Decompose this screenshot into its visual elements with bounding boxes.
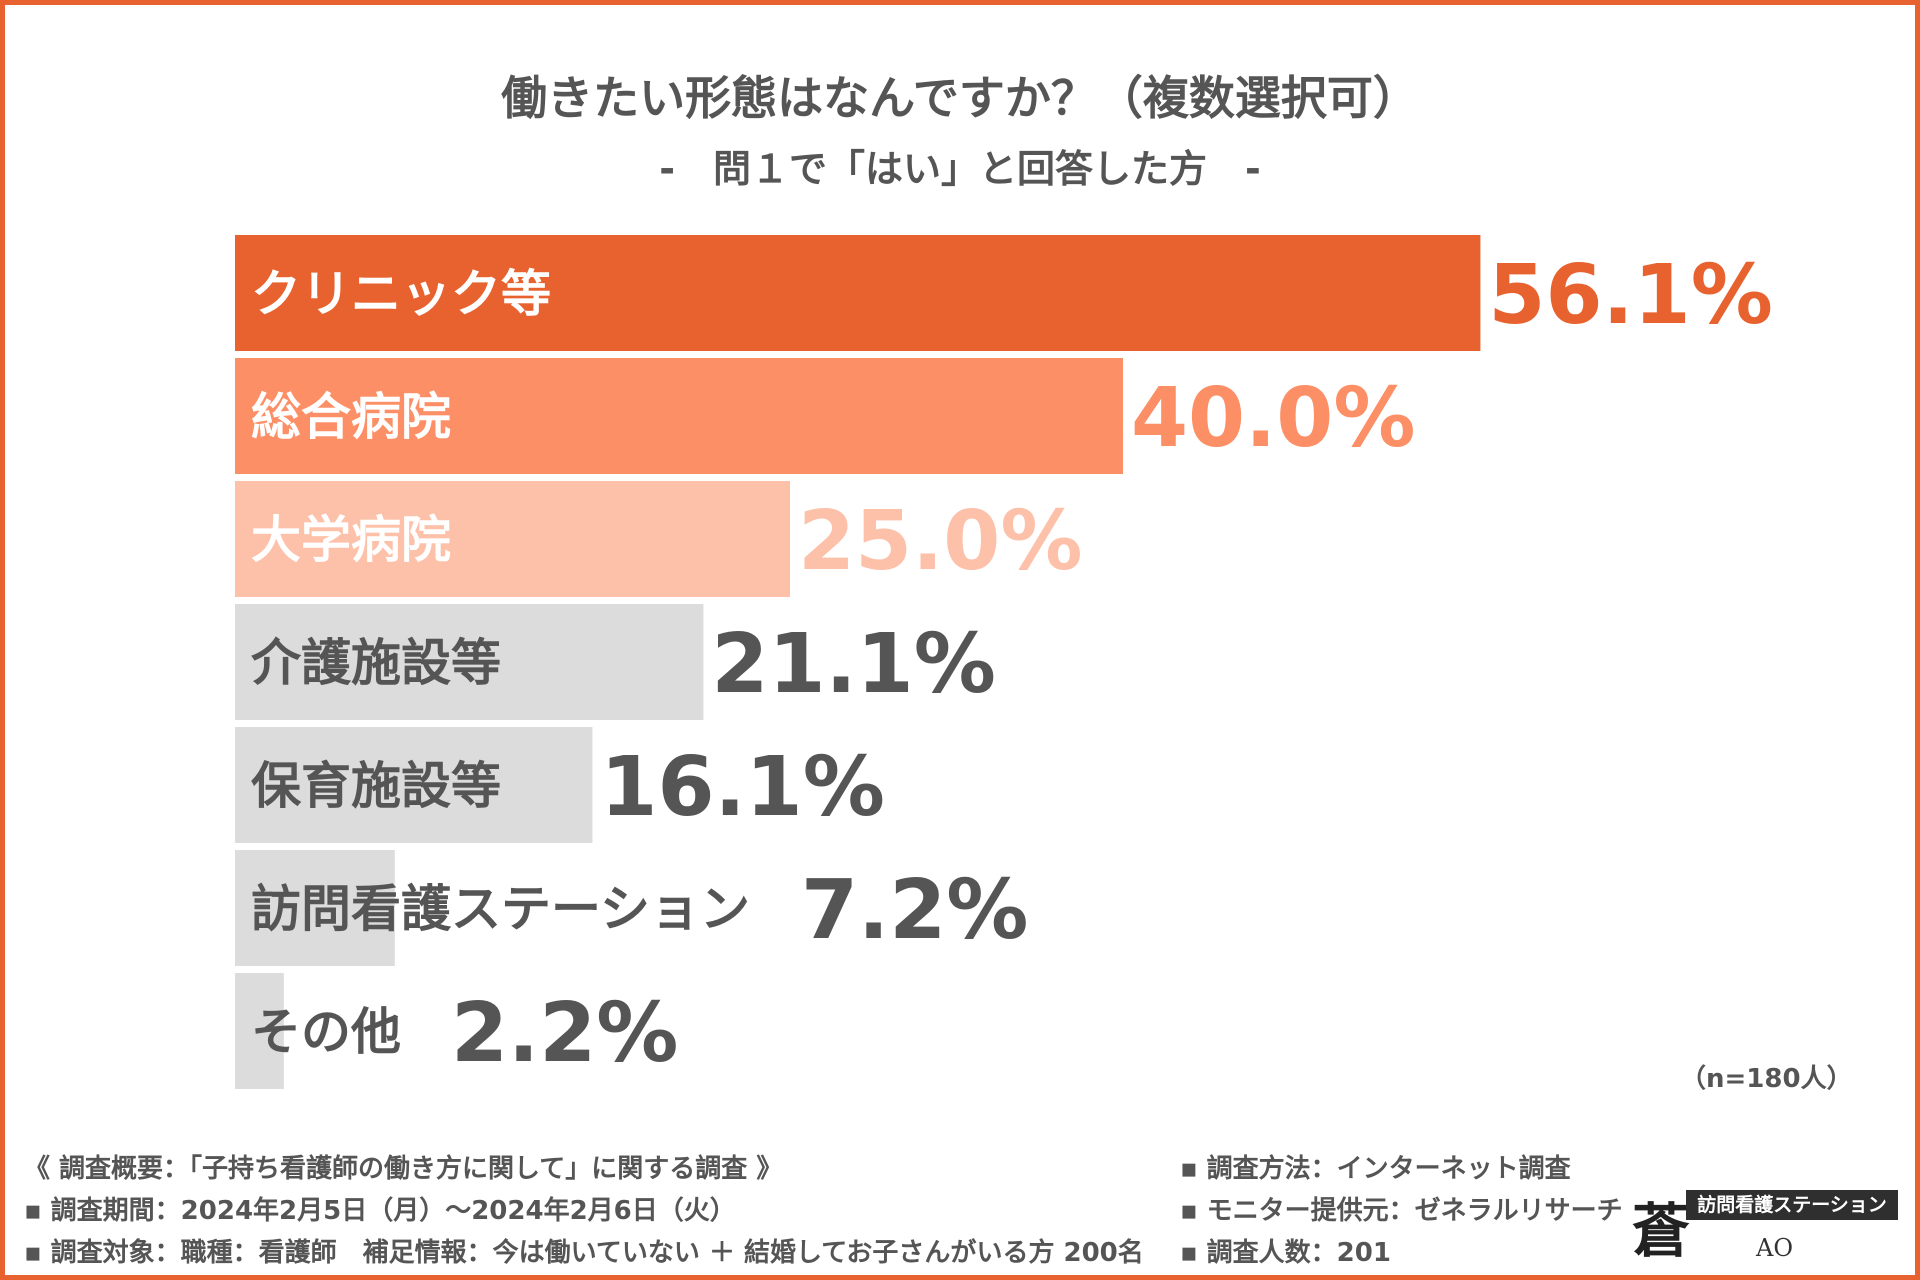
logo-kanji: 蒼 — [1632, 1197, 1691, 1265]
company-logo: 蒼 訪問看護ステーション AO — [1628, 1184, 1904, 1276]
value-label-4: 21.1% — [711, 617, 995, 712]
value-label-3: 25.0% — [798, 494, 1082, 589]
chart-subtitle: - 問１で「はい」と回答した方 - — [659, 147, 1261, 191]
chart-title: 働きたい形態はなんですか？（複数選択可） — [501, 71, 1419, 125]
bar-label-3: 大学病院 — [251, 511, 451, 569]
bar-label-5: 保育施設等 — [251, 757, 501, 815]
value-label-1: 56.1% — [1488, 248, 1772, 343]
sample-size-label: （n=180人） — [1680, 1064, 1853, 1094]
value-label-5: 16.1% — [600, 740, 884, 835]
footer-survey-target: ▪ 調査対象：職種：看護師 補足情報：今は働いていない ＋ 結婚してお子さんがい… — [24, 1238, 1144, 1268]
logo-romaji: AO — [1756, 1234, 1794, 1262]
footer-survey-period: ▪ 調査期間：2024年2月5日（月）〜2024年2月6日（火） — [24, 1196, 736, 1226]
footer-survey-summary: 《 調査概要：「子持ち看護師の働き方に関して」に関する調査 》 — [24, 1154, 783, 1184]
value-label-7: 2.2% — [451, 986, 678, 1081]
value-label-2: 40.0% — [1131, 371, 1415, 466]
logo-name: 訪問看護ステーション — [1686, 1190, 1898, 1220]
bar-label-4: 介護施設等 — [251, 634, 501, 692]
value-label-6: 7.2% — [801, 863, 1028, 958]
bar-7 — [235, 973, 284, 1089]
bar-label-1: クリニック等 — [251, 265, 551, 323]
footer-survey-count: ▪ 調査人数：201 — [1180, 1238, 1391, 1268]
footer-monitor-provider: ▪ モニター提供元：ゼネラルリサーチ — [1180, 1196, 1623, 1226]
footer-survey-method: ▪ 調査方法：インターネット調査 — [1180, 1154, 1571, 1184]
bar-1 — [235, 235, 1481, 351]
bar-label-6: 訪問看護ステーション — [251, 880, 750, 938]
bar-chart: クリニック等 56.1% 総合病院 40.0% 大学病院 25.0% 介護施設等 21.1% 保… — [235, 235, 1773, 1089]
bar-6 — [235, 850, 395, 966]
bar-label-7: その他 — [251, 1003, 401, 1061]
bar-5 — [235, 727, 593, 843]
bar-label-2: 総合病院 — [251, 388, 451, 446]
bar-4 — [235, 604, 704, 720]
bar-2 — [235, 358, 1123, 474]
bar-3 — [235, 481, 790, 597]
